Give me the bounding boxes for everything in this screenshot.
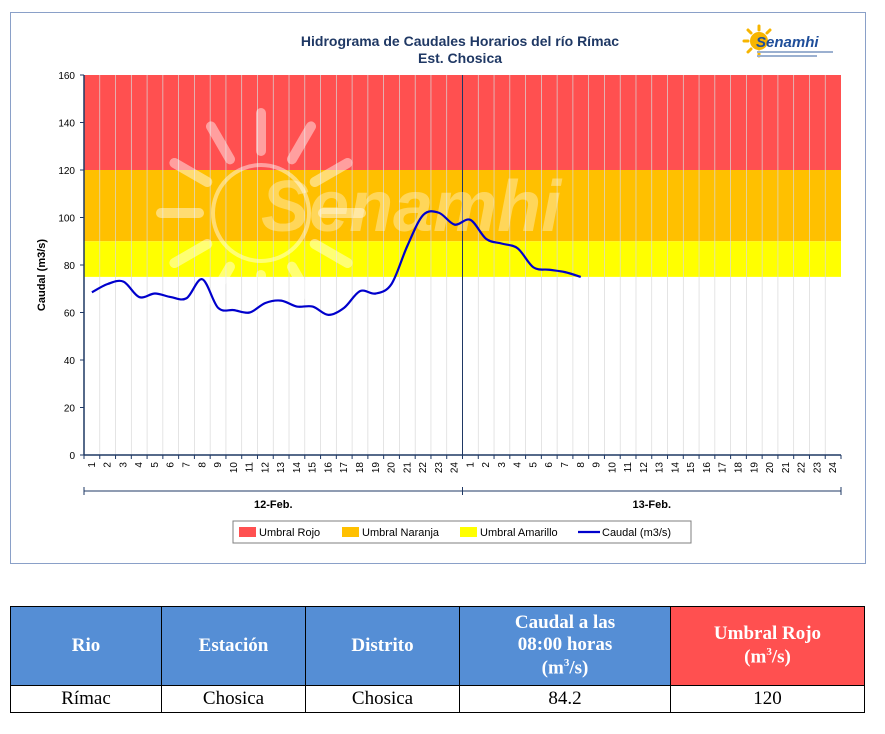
x-tick-label: 22 — [797, 462, 808, 474]
x-tick-label: 12 — [260, 462, 271, 474]
x-tick-label: 1 — [465, 462, 476, 468]
series-line-caudal — [91, 210, 582, 316]
x-tick-label: 17 — [718, 462, 729, 474]
x-tick-label: 16 — [323, 462, 334, 474]
x-tick-label: 20 — [387, 462, 398, 474]
x-tick-label: 10 — [607, 462, 618, 474]
x-tick-label: 16 — [702, 462, 713, 474]
y-tick-label: 60 — [64, 309, 76, 320]
chart-svg: Hidrograma de Caudales Horarios del río … — [36, 24, 842, 544]
cell-distrito: Chosica — [305, 685, 460, 713]
watermark-ray — [287, 261, 316, 305]
y-tick-label: 100 — [58, 214, 75, 225]
x-tick-label: 5 — [528, 462, 539, 468]
x-tick-label: 7 — [182, 462, 193, 468]
x-tick-label: 14 — [670, 462, 681, 474]
table-header-row: Rio Estación Distrito Caudal a las 08:00… — [10, 606, 865, 686]
sun-icon — [742, 24, 772, 58]
watermark-ray — [206, 261, 235, 305]
header-umbral-rojo: Umbral Rojo (m3/s) — [670, 606, 865, 686]
x-tick-label: 14 — [292, 462, 303, 474]
watermark-ray — [169, 158, 213, 187]
day-label: 13-Feb. — [632, 499, 671, 511]
legend-swatch-2 — [342, 527, 359, 537]
x-tick-label: 4 — [134, 462, 145, 468]
x-tick-label: 12 — [639, 462, 650, 474]
y-tick-label: 40 — [64, 356, 76, 367]
x-tick-label: 4 — [513, 462, 524, 468]
logo-text: Senamhi — [756, 34, 819, 51]
legend-label: Umbral Amarillo — [480, 527, 558, 539]
legend: Umbral Rojo Umbral Naranja Umbral Amarillo… — [232, 520, 692, 544]
header-rio: Rio — [10, 606, 162, 686]
x-tick-label: 13 — [655, 462, 666, 474]
watermark-ray — [287, 121, 316, 165]
cell-caudal: 84.2 — [459, 685, 671, 713]
x-tick-label: 18 — [355, 462, 366, 474]
x-tick-label: 5 — [150, 462, 161, 468]
x-tick-label: 19 — [371, 462, 382, 474]
y-axis-label: Caudal (m3/s) — [36, 239, 48, 311]
cell-estacion: Chosica — [161, 685, 306, 713]
x-tick-label: 20 — [765, 462, 776, 474]
x-tick-label: 23 — [434, 462, 445, 474]
data-table: Rio Estación Distrito Caudal a las 08:00… — [10, 606, 865, 713]
x-tick-label: 1 — [87, 462, 98, 468]
chart-title: Hidrograma de Caudales Horarios del río … — [301, 33, 619, 49]
y-tick-label: 120 — [58, 166, 75, 177]
x-tick-label: 19 — [749, 462, 760, 474]
watermark-ray — [206, 121, 235, 165]
x-tick-label: 21 — [781, 462, 792, 474]
x-tick-label: 7 — [560, 462, 571, 468]
watermark-ray — [309, 239, 353, 268]
x-tick-label: 21 — [402, 462, 413, 474]
legend-label: Umbral Naranja — [362, 527, 440, 539]
x-tick-label: 2 — [481, 462, 492, 468]
y-tick-label: 80 — [64, 261, 76, 272]
hydrograph-chart: Hidrograma de Caudales Horarios del río … — [10, 12, 866, 564]
x-tick-label: 23 — [812, 462, 823, 474]
x-tick-label: 10 — [229, 462, 240, 474]
x-tick-label: 3 — [118, 462, 129, 468]
x-tick-label: 11 — [245, 462, 256, 473]
x-tick-label: 17 — [339, 462, 350, 474]
x-tick-label: 18 — [733, 462, 744, 474]
x-tick-label: 9 — [592, 462, 603, 468]
header-distrito: Distrito — [305, 606, 460, 686]
y-tick-label: 160 — [58, 71, 75, 82]
legend-swatch-3 — [460, 527, 477, 537]
x-tick-label: 3 — [497, 462, 508, 468]
x-tick-label: 6 — [544, 462, 555, 468]
x-tick-label: 15 — [308, 462, 319, 474]
legend-label: Caudal (m3/s) — [602, 527, 671, 539]
cell-rio: Rímac — [10, 685, 162, 713]
day-label: 12-Feb. — [254, 499, 293, 511]
x-tick-label: 13 — [276, 462, 287, 474]
table-row: Rímac Chosica Chosica 84.2 120 — [10, 685, 865, 713]
header-estacion: Estación — [161, 606, 306, 686]
x-tick-label: 8 — [197, 462, 208, 468]
cell-umbral-rojo: 120 — [670, 685, 865, 713]
senamhi-logo: Senamhi — [742, 24, 833, 58]
x-tick-label: 22 — [418, 462, 429, 474]
watermark-ray — [169, 239, 213, 268]
x-tick-label: 9 — [213, 462, 224, 468]
watermark-ray — [309, 158, 353, 187]
x-tick-label: 2 — [103, 462, 114, 468]
x-tick-label: 6 — [166, 462, 177, 468]
y-tick-label: 140 — [58, 119, 75, 130]
y-tick-label: 20 — [64, 404, 76, 415]
y-tick-label: 0 — [69, 451, 75, 462]
chart-subtitle: Est. Chosica — [418, 50, 502, 66]
x-tick-label: 24 — [828, 462, 839, 474]
legend-swatch-1 — [239, 527, 256, 537]
x-tick-label: 24 — [450, 462, 461, 474]
legend-label: Umbral Rojo — [259, 527, 320, 539]
header-caudal: Caudal a las 08:00 horas (m3/s) — [459, 606, 671, 686]
x-tick-label: 11 — [623, 462, 634, 473]
watermark-circle — [211, 163, 311, 263]
x-tick-label: 8 — [576, 462, 587, 468]
x-tick-label: 15 — [686, 462, 697, 474]
